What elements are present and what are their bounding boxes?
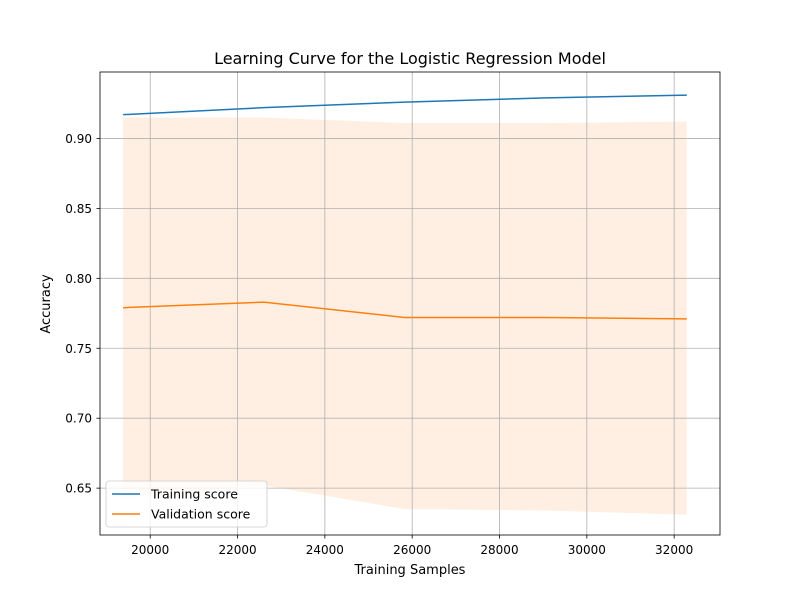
y-tick-label: 0.70 — [65, 412, 92, 426]
y-axis-label: Accuracy — [39, 274, 54, 334]
legend-box — [105, 480, 268, 528]
x-tick-label: 22000 — [218, 543, 256, 557]
x-tick-label: 32000 — [655, 543, 693, 557]
chart-title: Learning Curve for the Logistic Regressi… — [214, 49, 606, 68]
x-tick-label: 30000 — [568, 543, 606, 557]
legend-label-1: Validation score — [151, 507, 251, 522]
series-line-1 — [123, 301, 687, 320]
x-tick-label: 26000 — [393, 543, 431, 557]
x-tick-label: 24000 — [306, 543, 344, 557]
confidence-band-1 — [123, 117, 687, 515]
y-tick-label: 0.80 — [65, 272, 92, 286]
x-axis-label: Training Samples — [354, 563, 466, 578]
axes-frame — [99, 71, 721, 536]
y-tick-label: 0.85 — [65, 202, 92, 216]
x-tick-label: 20000 — [131, 543, 169, 557]
y-tick-label: 0.90 — [65, 132, 92, 146]
legend: Training score Validation score — [105, 480, 268, 528]
series-line-0 — [123, 94, 687, 116]
legend-label-0: Training score — [150, 487, 238, 502]
y-tick-label: 0.75 — [65, 342, 92, 356]
y-tick-label: 0.65 — [65, 482, 92, 496]
x-tick-label: 28000 — [480, 543, 518, 557]
